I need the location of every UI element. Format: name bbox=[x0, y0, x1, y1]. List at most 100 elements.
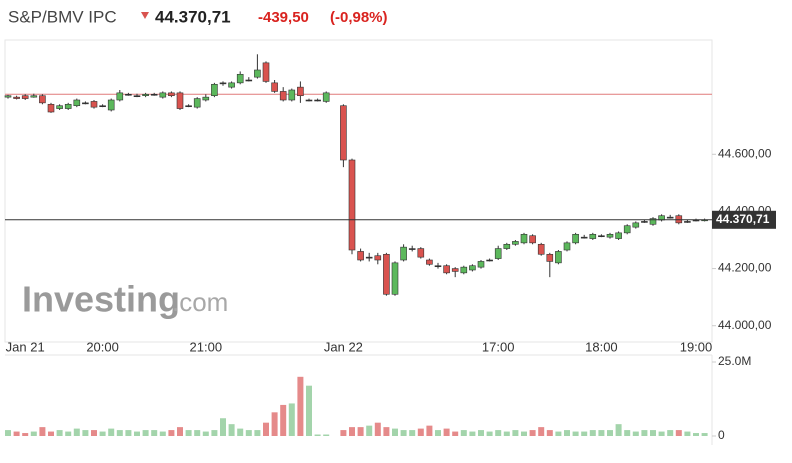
volume-bar bbox=[228, 424, 235, 436]
volume-bar bbox=[538, 427, 545, 436]
candle-body bbox=[254, 69, 261, 78]
candle-body bbox=[374, 255, 382, 261]
candle-body bbox=[572, 233, 579, 244]
candle-body bbox=[348, 159, 356, 251]
volume-bar bbox=[624, 430, 631, 436]
candle-body bbox=[494, 248, 502, 259]
volume-bar bbox=[73, 428, 80, 436]
volume-bar bbox=[323, 434, 330, 436]
change: -439,50 bbox=[258, 9, 309, 26]
candle-body bbox=[90, 101, 98, 108]
candle-body bbox=[64, 103, 72, 109]
volume-bar bbox=[581, 431, 588, 436]
volume-bar bbox=[521, 431, 527, 436]
candle-body bbox=[477, 261, 485, 268]
volume-bar bbox=[297, 376, 304, 436]
last-price-label: 44.370,71 bbox=[716, 212, 770, 226]
volume-bar bbox=[159, 431, 166, 436]
candle-body bbox=[30, 95, 38, 98]
volume-bar bbox=[306, 385, 312, 436]
candle-body bbox=[236, 73, 244, 84]
candle-body bbox=[383, 253, 390, 295]
x-tick-label: 20:00 bbox=[86, 339, 119, 354]
candle-body bbox=[537, 243, 545, 255]
candle-body bbox=[546, 253, 554, 262]
candle-body bbox=[529, 235, 536, 244]
candle-body bbox=[99, 105, 106, 108]
candle-body bbox=[615, 232, 622, 239]
candle-body bbox=[434, 265, 442, 268]
candle-body bbox=[279, 91, 287, 101]
candle-body bbox=[357, 251, 364, 261]
candle-body bbox=[56, 105, 63, 109]
volume-bar bbox=[177, 427, 183, 436]
candle-body bbox=[417, 248, 425, 258]
volume-bar bbox=[512, 430, 519, 436]
volume-bar bbox=[151, 430, 158, 436]
candle-body bbox=[365, 256, 373, 259]
volume-bar bbox=[409, 430, 416, 436]
volume-bar bbox=[202, 431, 209, 436]
volume-bar bbox=[5, 430, 11, 436]
candle-body bbox=[563, 242, 571, 251]
volume-bar bbox=[314, 434, 321, 436]
volume-bar bbox=[82, 430, 89, 436]
candle-body bbox=[512, 241, 519, 245]
volume-bar bbox=[546, 430, 553, 436]
candle-body bbox=[4, 95, 12, 98]
candle-body bbox=[606, 233, 614, 238]
candle-body bbox=[142, 93, 149, 97]
candle-body bbox=[649, 218, 657, 225]
volume-bar bbox=[650, 430, 656, 436]
plot-frame bbox=[4, 39, 713, 343]
volume-bar bbox=[503, 431, 510, 436]
volume-bar bbox=[383, 427, 390, 436]
candle-body bbox=[400, 246, 407, 261]
volume-bar bbox=[641, 430, 648, 436]
candle-body bbox=[168, 92, 175, 97]
volume-bar bbox=[220, 418, 226, 436]
candle-body bbox=[228, 82, 235, 88]
volume-bar bbox=[349, 427, 355, 436]
candle-body bbox=[322, 92, 330, 102]
volume-bar bbox=[134, 431, 140, 436]
volume-bar bbox=[572, 431, 579, 436]
candle-body bbox=[133, 95, 141, 98]
volume-bar bbox=[607, 430, 613, 436]
chart-title: S&P/BMV IPC bbox=[8, 7, 117, 26]
candle-body bbox=[185, 105, 192, 108]
volume-bar bbox=[460, 430, 467, 436]
volume-bar bbox=[280, 404, 287, 436]
volume-bar bbox=[142, 430, 149, 436]
candle-body bbox=[176, 92, 184, 109]
candle-body bbox=[193, 98, 201, 108]
candle-body bbox=[288, 89, 296, 101]
volume-bar bbox=[237, 428, 244, 436]
volume-bar bbox=[22, 433, 29, 436]
y-tick-label: 44.000,00 bbox=[718, 318, 772, 332]
volume-bar bbox=[288, 403, 295, 436]
candle-body bbox=[623, 225, 631, 234]
volume-bar bbox=[426, 425, 433, 436]
down-arrow-icon bbox=[141, 12, 149, 19]
candle-body bbox=[641, 221, 648, 223]
volume-bar bbox=[675, 430, 682, 436]
volume-bar bbox=[693, 433, 699, 436]
candle-body bbox=[297, 86, 304, 97]
volume-bar bbox=[125, 430, 132, 436]
candle-body bbox=[150, 93, 158, 96]
volume-bar bbox=[108, 428, 115, 436]
volume-bar bbox=[30, 431, 37, 436]
volume-bar bbox=[91, 430, 97, 436]
volume-bar bbox=[478, 430, 484, 436]
watermark-brand: Investing bbox=[22, 279, 180, 320]
volume-bar bbox=[194, 430, 201, 436]
volume-bar bbox=[589, 430, 596, 436]
y-tick-label: 44.200,00 bbox=[718, 261, 772, 275]
candle-body bbox=[82, 102, 89, 105]
watermark-suffix: .com bbox=[172, 287, 228, 317]
volume-bar bbox=[564, 430, 570, 436]
volume-bar bbox=[392, 428, 398, 436]
volume-bar bbox=[374, 422, 381, 436]
candle-body bbox=[391, 262, 399, 295]
